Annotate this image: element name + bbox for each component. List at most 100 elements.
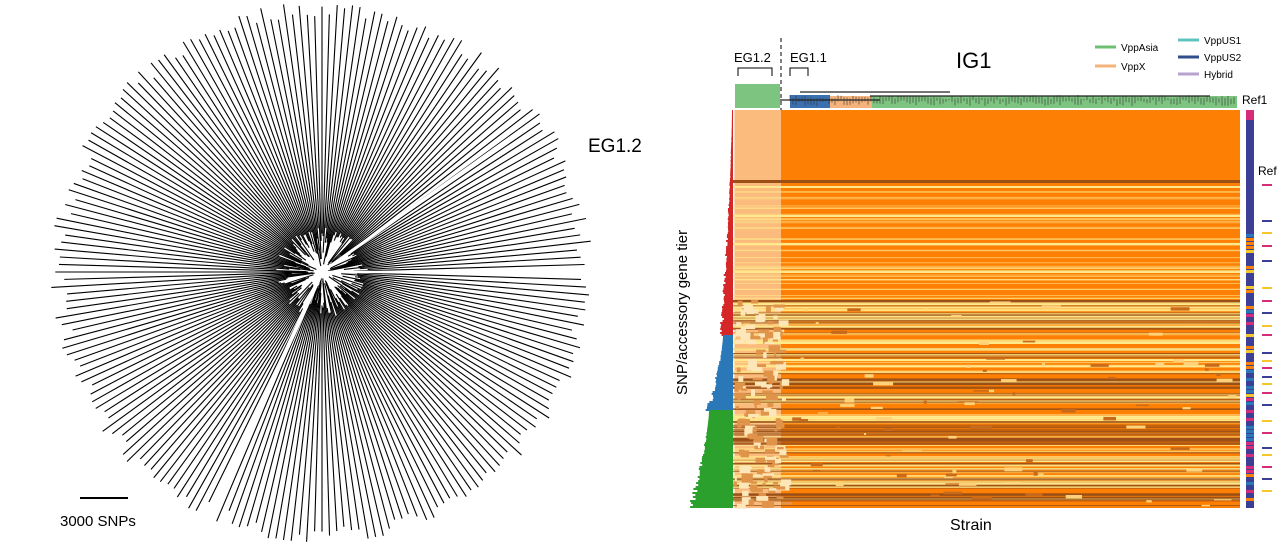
heatmap-row: [733, 222, 1240, 224]
phylogeny-branch: [337, 287, 504, 460]
phylogeny-branch: [358, 234, 581, 268]
tier-bar: [707, 426, 733, 428]
phylogeny-branch: [328, 52, 482, 264]
heatmap-row: [733, 460, 1240, 462]
heatmap-cell: [768, 345, 781, 353]
ref-tick: [1262, 490, 1272, 492]
heatmap-row: [733, 475, 1240, 478]
ref-bar: [1246, 334, 1254, 337]
heatmap-row: [733, 452, 1240, 454]
phylogeny-branch: [51, 273, 292, 289]
tier-bar: [725, 254, 733, 256]
phylogeny-branch: [56, 217, 311, 271]
heatmap-row: [733, 429, 1240, 431]
heatmap-cell: [1001, 379, 1017, 382]
heatmap-cell: [754, 381, 767, 386]
heatmap-row: [733, 417, 1240, 419]
heatmap-row: [733, 481, 1240, 483]
ref-tick: [1262, 220, 1272, 222]
phylogeny-branch: [343, 240, 591, 271]
heatmap-cell: [767, 403, 774, 408]
tier-bar: [727, 222, 733, 224]
phylogeny-branch: [54, 248, 290, 270]
heatmap-cell: [780, 479, 792, 486]
tier-bar: [730, 158, 733, 160]
heatmap-row: [733, 437, 1240, 439]
heatmap-cell: [779, 382, 783, 390]
clade-brackets: [737, 38, 809, 110]
phylogeny-branch: [354, 279, 573, 331]
phylogeny-branch: [282, 303, 319, 541]
tier-bar: [721, 306, 733, 308]
heatmap-cell: [739, 449, 745, 456]
heatmap-cell: [764, 341, 774, 344]
tier-bar: [712, 395, 733, 397]
ref-bar: [1246, 350, 1254, 353]
ref-bar: [1246, 386, 1254, 389]
tier-bar: [724, 280, 733, 282]
tier-bar: [730, 178, 733, 180]
heatmap-cell: [748, 309, 759, 314]
ref-tick: [1262, 478, 1272, 480]
heatmap-row: [733, 288, 1240, 290]
phylogeny-branch: [339, 297, 472, 491]
heatmap-cell: [734, 392, 746, 399]
heatmap-row: [733, 493, 1240, 496]
tier-bar: [722, 308, 733, 310]
heatmap-cell: [886, 455, 891, 457]
ref-bar: [1246, 442, 1254, 445]
heatmap-row: [733, 244, 1240, 246]
heatmap-cell: [762, 390, 773, 394]
heatmap-row: [733, 267, 1240, 269]
phylogeny-branch: [176, 285, 314, 498]
ref-bar: [1246, 454, 1254, 457]
tier-bar: [729, 196, 733, 198]
tier-bar: [729, 184, 733, 186]
tier-bar: [722, 320, 733, 322]
tier-bar: [715, 377, 733, 379]
heatmap-row: [733, 332, 1240, 334]
heatmap-row: [733, 322, 1240, 324]
heatmap-cell: [745, 410, 756, 417]
phylogeny-branch: [282, 4, 318, 239]
phylogeny-branch: [153, 287, 310, 479]
heatmap-cell: [1201, 504, 1211, 507]
tier-bar: [728, 204, 733, 206]
heatmap-cell: [1146, 500, 1152, 503]
heatmap-cell: [1216, 373, 1221, 377]
phylogeny-branch: [67, 272, 313, 295]
phylogeny-branch: [367, 256, 581, 270]
heatmap-cell: [737, 397, 741, 401]
ref-bar: [1246, 270, 1254, 273]
heatmap-row: [733, 334, 1240, 336]
heatmap-cell: [752, 377, 763, 381]
heatmap-cell: [1107, 376, 1116, 380]
heatmap-cell: [1033, 471, 1038, 476]
phylogeny-branch: [59, 256, 277, 270]
heatmap-cell: [778, 330, 783, 337]
phylogeny-branch: [325, 8, 346, 229]
tier-bar: [701, 460, 733, 462]
phylogeny-branch: [227, 30, 315, 252]
heatmap-cell: [951, 314, 962, 317]
heatmap-row: [733, 327, 1240, 330]
heatmap-cell: [1170, 447, 1190, 451]
phylogeny-branch: [323, 302, 338, 532]
heatmap-row: [733, 318, 1240, 320]
phylogeny-branch: [255, 287, 319, 523]
phylogeny-branch: [341, 58, 469, 244]
tier-bar: [704, 448, 733, 450]
legend-hybrid: Hybrid: [1204, 70, 1233, 81]
tier-bar: [728, 216, 733, 218]
tier-bar: [716, 383, 733, 385]
heatmap-cell: [771, 360, 784, 365]
heatmap-cell: [736, 322, 742, 327]
heatmap-row: [733, 468, 1240, 470]
tier-bar: [729, 192, 733, 194]
heatmap-cell: [773, 315, 778, 320]
heatmap-cell: [943, 491, 962, 495]
heatmap-cell: [847, 308, 861, 312]
heatmap-cell: [986, 357, 1006, 360]
tier-bar: [709, 410, 733, 412]
heatmap-cell: [988, 389, 995, 393]
